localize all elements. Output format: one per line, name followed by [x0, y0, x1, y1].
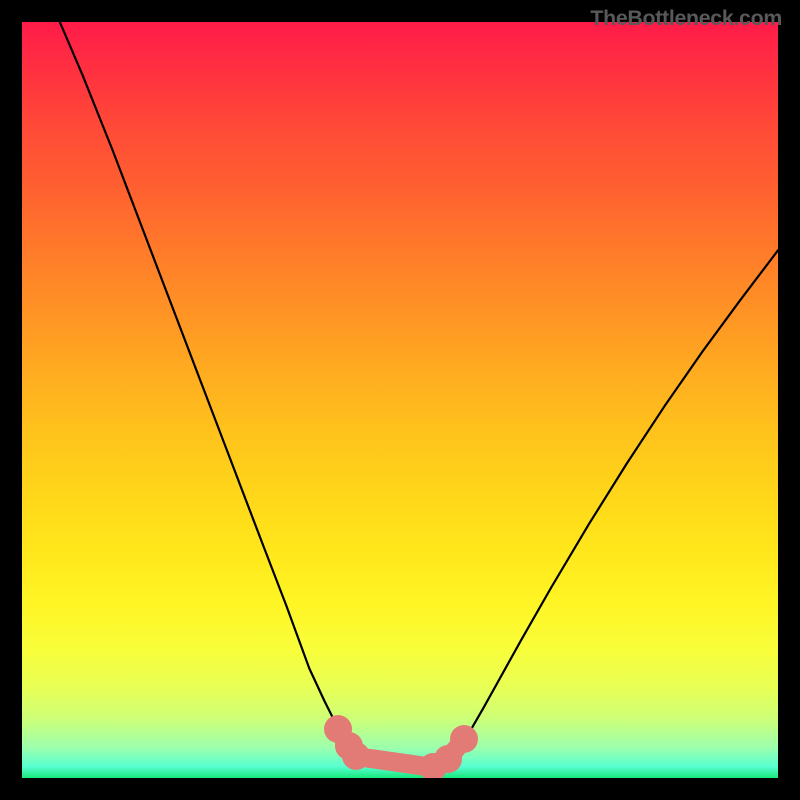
chart-svg: [22, 22, 778, 778]
gradient-background: [22, 22, 778, 778]
watermark-text: TheBottleneck.com: [590, 6, 782, 31]
plot-area: [22, 22, 778, 778]
chart-frame: TheBottleneck.com: [0, 0, 800, 800]
